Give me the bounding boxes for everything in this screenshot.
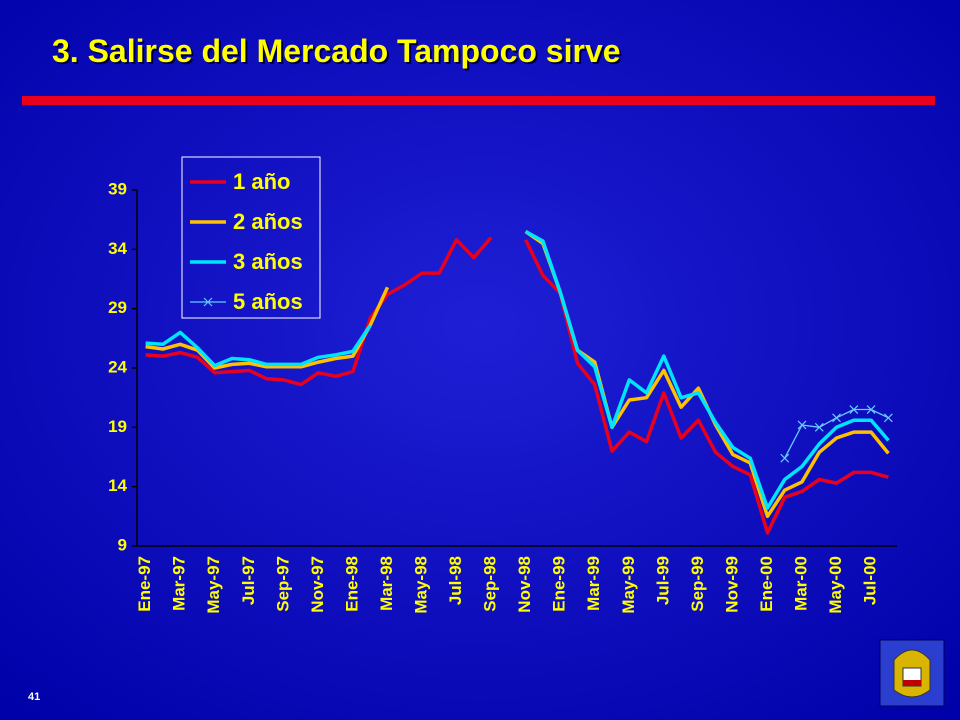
marker — [866, 405, 876, 414]
chart-title: 3. Salirse del Mercado Tampoco sirve — [52, 33, 621, 69]
marker — [780, 453, 790, 463]
x-tick-label: Jul-98 — [446, 556, 465, 605]
x-tick-label: May-97 — [204, 556, 223, 614]
x-tick-label: Sep-97 — [273, 556, 292, 612]
x-tick-label: Ene-98 — [342, 556, 361, 612]
y-tick-label: 14 — [108, 476, 127, 495]
legend-label: 3 años — [233, 249, 303, 274]
legend-label: 5 años — [233, 289, 303, 314]
x-tick-label: Ene-97 — [135, 556, 154, 612]
series-line — [145, 229, 890, 510]
y-tick-label: 9 — [118, 535, 127, 554]
x-tick-label: Nov-97 — [308, 556, 327, 613]
y-tick-label: 24 — [108, 357, 127, 376]
x-tick-label: May-00 — [826, 556, 845, 614]
x-tick-label: Jul-00 — [861, 556, 880, 605]
series-line — [145, 236, 889, 535]
marker — [849, 405, 859, 414]
x-tick-label: Mar-97 — [170, 556, 189, 611]
legend-box — [181, 156, 321, 319]
y-tick-label: 34 — [108, 239, 127, 258]
plot: 9 14 19 24 29 34 39 Ene-97 Mar-97 May-97 Jul-97 Sep… — [108, 156, 897, 614]
x-tick-label: Mar-99 — [584, 556, 603, 611]
emblem — [879, 639, 945, 707]
x-tick-label: Jul-99 — [653, 556, 672, 605]
page-number: 41 — [28, 691, 40, 703]
x-tick-label: Sep-98 — [481, 556, 500, 612]
x-tick-label: Mar-00 — [791, 556, 810, 611]
x-tick-label: Mar-98 — [377, 556, 396, 611]
y-tick-label: 39 — [108, 179, 127, 198]
title-rule — [22, 96, 935, 105]
x-tick-label: Sep-99 — [688, 556, 707, 612]
y-tick-label: 29 — [108, 298, 127, 317]
legend-label: 1 año — [233, 169, 290, 194]
x-tick-label: Jul-97 — [239, 556, 258, 605]
y-tick-label: 19 — [108, 417, 127, 436]
marker — [814, 422, 824, 432]
marker — [883, 413, 893, 423]
x-tick-label: May-99 — [619, 556, 638, 614]
x-tick-label: Nov-99 — [722, 556, 741, 613]
marker — [203, 297, 213, 307]
x-tick-label: Ene-99 — [550, 556, 569, 612]
legend-label: 2 años — [233, 209, 303, 234]
x-tick-label: May-98 — [411, 556, 430, 614]
x-tick-label: Nov-98 — [515, 556, 534, 613]
legend: 1 año 2 años 3 años 5 años — [181, 156, 321, 319]
marker — [832, 413, 841, 423]
x-tick-label: Ene-00 — [757, 556, 776, 612]
title-shadow: 3. Salirse del Mercado Tampoco sirve — [54, 35, 623, 71]
marker — [797, 420, 807, 430]
